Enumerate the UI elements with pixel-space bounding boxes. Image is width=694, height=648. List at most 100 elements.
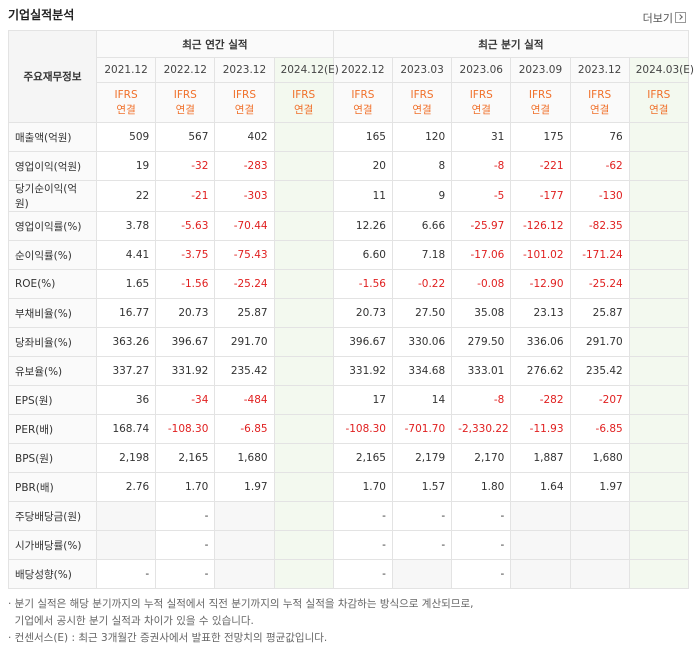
- cell-value: 16.77: [95, 298, 157, 328]
- more-arrow[interactable]: [675, 12, 686, 23]
- data-row: PBR(배) 2.76 1.70 1.97 1.70 1.57 1.80 1.64 1.97: [8, 472, 689, 502]
- standard: IFRS: [528, 88, 552, 101]
- cell-value: -: [391, 501, 453, 531]
- cell-value: -6.85: [569, 414, 630, 444]
- cell-value: -8: [451, 385, 512, 415]
- cell-value: 2,165: [332, 443, 393, 473]
- more-link[interactable]: 더보기: [643, 10, 686, 26]
- cell-value: 276.62: [510, 356, 571, 386]
- cell-value: -: [451, 559, 512, 589]
- cell-value: 334.68: [391, 356, 453, 386]
- cell-value: 120: [391, 122, 453, 152]
- cell-value: 25.87: [569, 298, 630, 328]
- cell-value: -: [155, 559, 216, 589]
- group-row: 주요재무정보 최근 연간 실적 최근 분기 실적: [8, 30, 689, 123]
- scope: 연결: [116, 103, 136, 116]
- cell-value: 1.70: [155, 472, 216, 502]
- cell-value: [95, 530, 157, 560]
- cell-value: -108.30: [332, 414, 393, 444]
- cell-value: -108.30: [155, 414, 216, 444]
- cell-value: -: [332, 530, 393, 560]
- note: · 컨센서스(E) : 최근 3개월간 증권사에서 발표한 전망치의 평균값입니…: [8, 632, 328, 644]
- cell-value: [628, 211, 689, 241]
- cell-value: -2,330.22: [451, 414, 512, 444]
- standard: IFRS: [410, 88, 434, 101]
- data-row: 부채비율(%) 16.77 20.73 25.87 20.73 27.50 35.08 23.…: [8, 298, 689, 328]
- cell-value: 36: [95, 385, 157, 415]
- cell-value: -: [451, 530, 512, 560]
- row-label: BPS(원): [8, 443, 97, 473]
- cell-value: 20.73: [332, 298, 393, 328]
- cell-value: 509: [95, 122, 157, 152]
- cell-value: -82.35: [569, 211, 630, 241]
- data-row: 시가배당률(%) - - - -: [8, 530, 689, 560]
- cell-value: [273, 122, 334, 152]
- cell-value: -221: [510, 151, 571, 181]
- cell-value: [273, 472, 334, 502]
- cell-value: 9: [391, 180, 453, 212]
- cell-value: [510, 530, 571, 560]
- data-row: 영업이익(억원) 19 -32 -283 20 8 -8 -221 -62: [8, 151, 689, 181]
- data-row: EPS(원) 36 -34 -484 17 14 -8 -282 -207: [8, 385, 689, 415]
- scope: 연결: [530, 103, 551, 116]
- cell-value: [628, 298, 689, 328]
- cell-value: -282: [510, 385, 571, 415]
- cell-value: [628, 269, 689, 299]
- standard-header: IFRS 연결: [273, 82, 334, 123]
- cell-value: 333.01: [451, 356, 512, 386]
- standard: IFRS: [173, 88, 197, 101]
- row-label: 당기순이익(억원): [8, 180, 97, 212]
- row-label: PER(배): [8, 414, 97, 444]
- note: · 분기 실적은 해당 분기까지의 누적 실적에서 직전 분기까지의 누적 실적…: [8, 598, 474, 610]
- cell-value: -1.56: [332, 269, 393, 299]
- cell-value: 396.67: [155, 327, 216, 357]
- cell-value: -: [451, 501, 512, 531]
- cell-value: [273, 501, 334, 531]
- cell-value: 23.13: [510, 298, 571, 328]
- standard: IFRS: [232, 88, 257, 101]
- standard: IFRS: [351, 88, 375, 101]
- row-label: 부채비율(%): [8, 298, 97, 328]
- cell-value: [569, 501, 630, 531]
- cell-value: -303: [214, 180, 275, 212]
- data-row: 배당성향(%) - - - -: [8, 559, 689, 589]
- data-row: 유보율(%) 337.27 331.92 235.42 331.92 334.68 333.…: [8, 356, 689, 386]
- standard-header: IFRS 연결: [214, 82, 275, 123]
- period-header: 2023.12: [214, 57, 275, 83]
- cell-value: 235.42: [569, 356, 630, 386]
- row-label: 순이익률(%): [8, 240, 97, 270]
- cell-value: [628, 414, 689, 444]
- period-header: 2023.03: [391, 57, 453, 83]
- period-header: 2022.12: [332, 57, 393, 83]
- cell-value: -: [155, 501, 216, 531]
- cell-value: [273, 211, 334, 241]
- row-label: 영업이익률(%): [8, 211, 97, 241]
- cell-value: -70.44: [214, 211, 275, 241]
- cell-value: [214, 559, 275, 589]
- cell-value: 1.64: [510, 472, 571, 502]
- cell-value: 20: [332, 151, 393, 181]
- cell-value: 2,170: [451, 443, 512, 473]
- cell-value: 235.42: [214, 356, 275, 386]
- cell-value: -177: [510, 180, 571, 212]
- cell-value: 20.73: [155, 298, 216, 328]
- data-row: 영업이익률(%) 3.78 -5.63 -70.44 12.26 6.66 -25.97 -1…: [8, 211, 689, 241]
- cell-value: 22: [95, 180, 157, 212]
- cell-value: [273, 385, 334, 415]
- row-label: ROE(%): [8, 269, 97, 299]
- cell-value: [273, 180, 334, 212]
- cell-value: 291.70: [569, 327, 630, 357]
- cell-value: [628, 180, 689, 212]
- scope: 연결: [589, 103, 610, 116]
- standard-header: IFRS 연결: [628, 82, 689, 123]
- cell-value: [569, 530, 630, 560]
- standard-row: IFRS 연결 IFRS 연결 IFRS 연결 IFRS 연결 IFRS 연결 IFRS 연결 IFRS…: [9, 82, 689, 123]
- row-label: PBR(배): [8, 472, 97, 502]
- cell-value: 279.50: [451, 327, 512, 357]
- cell-value: -701.70: [391, 414, 453, 444]
- cell-value: 27.50: [391, 298, 453, 328]
- cell-value: -1.56: [155, 269, 216, 299]
- cell-value: [628, 385, 689, 415]
- more-text[interactable]: 더보기: [642, 12, 673, 25]
- cell-value: 11: [332, 180, 393, 212]
